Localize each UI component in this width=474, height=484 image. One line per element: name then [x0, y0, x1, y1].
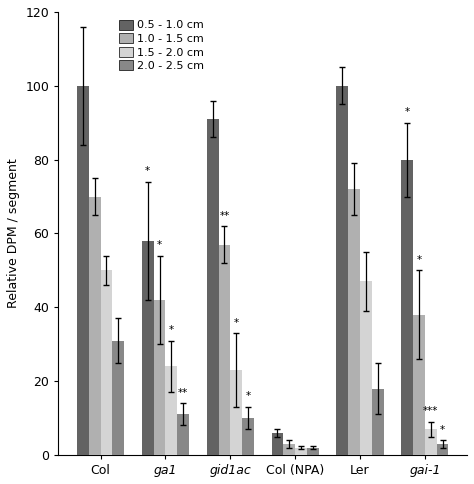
Text: *: *: [440, 425, 445, 435]
Bar: [425, 429, 437, 455]
Text: *: *: [405, 107, 410, 117]
Bar: [89, 197, 100, 455]
Bar: [230, 370, 242, 455]
Bar: [112, 341, 124, 455]
Bar: [154, 300, 165, 455]
Y-axis label: Relative DPM / segment: Relative DPM / segment: [7, 159, 20, 308]
Bar: [307, 448, 319, 455]
Bar: [295, 448, 307, 455]
Text: *: *: [417, 255, 421, 265]
Text: *: *: [157, 240, 162, 250]
Bar: [348, 189, 360, 455]
Bar: [77, 86, 89, 455]
Bar: [372, 389, 383, 455]
Text: **: **: [178, 388, 188, 398]
Bar: [242, 418, 254, 455]
Bar: [142, 241, 154, 455]
Bar: [272, 433, 283, 455]
Text: *: *: [169, 325, 174, 335]
Text: *: *: [246, 392, 251, 402]
Bar: [437, 444, 448, 455]
Text: **: **: [219, 211, 229, 221]
Text: *: *: [145, 166, 150, 176]
Bar: [100, 271, 112, 455]
Text: *: *: [234, 318, 239, 328]
Bar: [177, 414, 189, 455]
Text: ***: ***: [423, 406, 438, 416]
Bar: [413, 315, 425, 455]
Bar: [401, 160, 413, 455]
Bar: [337, 86, 348, 455]
Bar: [207, 119, 219, 455]
Bar: [165, 366, 177, 455]
Bar: [283, 444, 295, 455]
Bar: [219, 244, 230, 455]
Legend: 0.5 - 1.0 cm, 1.0 - 1.5 cm, 1.5 - 2.0 cm, 2.0 - 2.5 cm: 0.5 - 1.0 cm, 1.0 - 1.5 cm, 1.5 - 2.0 cm…: [117, 17, 206, 74]
Bar: [360, 282, 372, 455]
